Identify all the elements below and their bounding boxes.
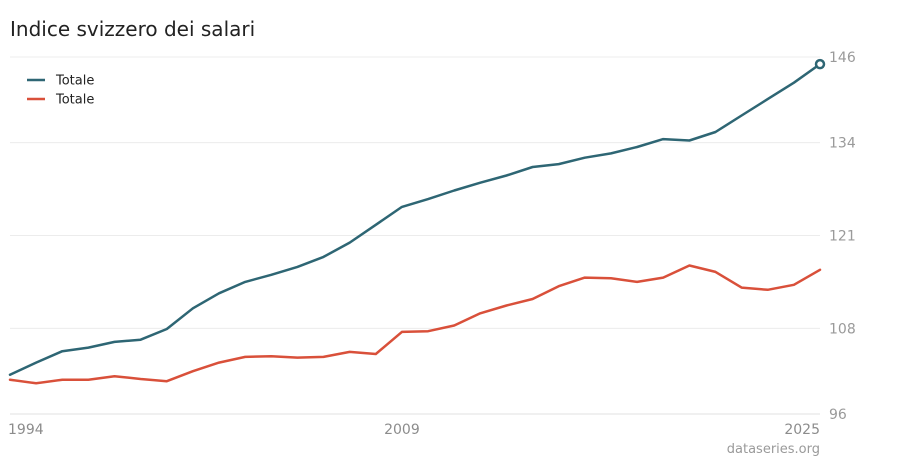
grid-layer (10, 56, 820, 415)
legend-label: Totale (55, 74, 94, 89)
x-tick-label: 2009 (384, 422, 420, 438)
series-layer (8, 58, 826, 385)
series-line-2 (8, 264, 822, 385)
y-tick-label: 96 (829, 407, 847, 423)
chart-title: Indice svizzero dei salari (10, 17, 255, 41)
legend: Totale Totale (27, 74, 94, 108)
legend-label: Totale (55, 93, 94, 108)
x-tick-label: 1994 (8, 422, 44, 438)
x-ticks-layer: 1994 2009 2025 (8, 422, 820, 438)
y-tick-label: 134 (829, 136, 856, 152)
source-label: dataseries.org (727, 442, 820, 457)
series-end-marker (814, 58, 826, 70)
y-ticks-layer: 96 108 121 134 146 (829, 50, 856, 423)
y-tick-label: 108 (829, 321, 856, 337)
x-tick-label: 2025 (784, 422, 820, 438)
y-tick-label: 121 (829, 229, 856, 245)
series-line-1 (8, 62, 822, 376)
y-tick-label: 146 (829, 50, 856, 66)
